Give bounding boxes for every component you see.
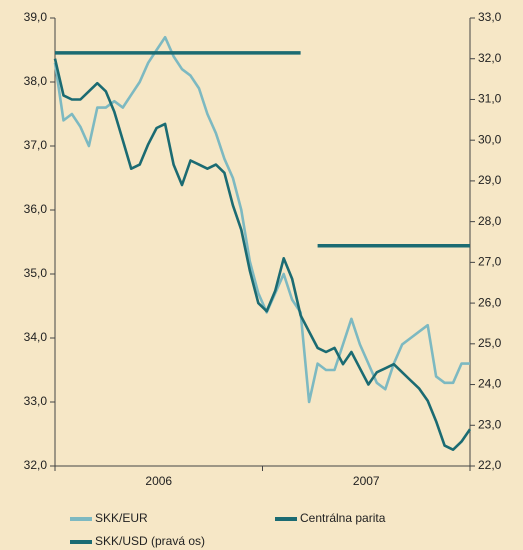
y2-tick-label: 33,0	[478, 10, 502, 24]
y-tick-label: 35,0	[24, 266, 48, 280]
series-line	[53, 58, 472, 451]
series-line	[53, 35, 470, 404]
y2-tick-label: 28,0	[478, 214, 502, 228]
series-line	[55, 51, 470, 248]
legend-label: SKK/USD (pravá os)	[95, 534, 205, 548]
y2-tick-label: 29,0	[478, 173, 502, 187]
y2-tick-label: 23,0	[478, 417, 502, 431]
y2-tick-label: 22,0	[478, 458, 502, 472]
y2-tick-label: 24,0	[478, 377, 502, 391]
y-tick-label: 36,0	[24, 202, 48, 216]
x-tick-label: 2006	[145, 474, 172, 488]
y2-tick-label: 32,0	[478, 51, 502, 65]
y-tick-label: 39,0	[24, 10, 48, 24]
y-tick-label: 37,0	[24, 138, 48, 152]
y2-tick-label: 26,0	[478, 295, 502, 309]
y2-tick-label: 27,0	[478, 255, 502, 269]
y-tick-label: 34,0	[24, 330, 48, 344]
y-tick-label: 33,0	[24, 394, 48, 408]
y2-tick-label: 30,0	[478, 132, 502, 146]
y-tick-label: 32,0	[24, 458, 48, 472]
legend-label: Centrálna parita	[300, 511, 386, 525]
y2-tick-label: 31,0	[478, 92, 502, 106]
y2-tick-label: 25,0	[478, 336, 502, 350]
y-tick-label: 38,0	[24, 74, 48, 88]
legend-label: SKK/EUR	[95, 511, 148, 525]
x-tick-label: 2007	[353, 474, 380, 488]
